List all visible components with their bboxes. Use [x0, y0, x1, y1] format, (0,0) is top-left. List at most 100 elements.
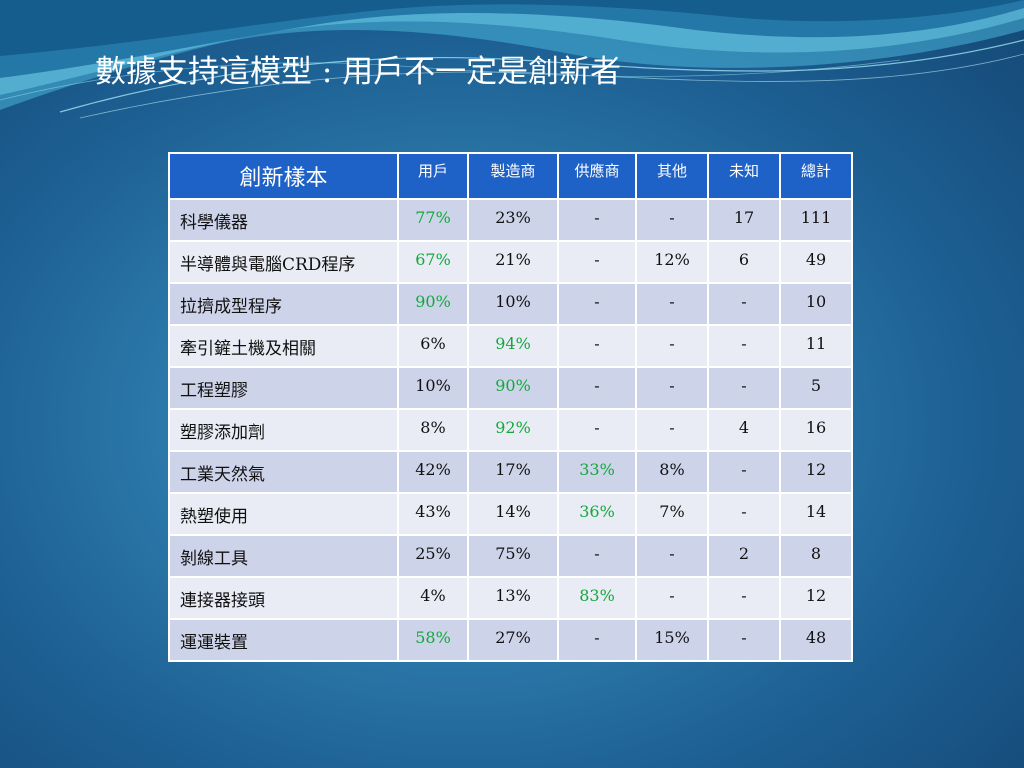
cell-manufacturer: 27%	[467, 618, 559, 662]
cell-unknown: -	[707, 282, 781, 326]
cell-manufacturer: 75%	[467, 534, 559, 578]
cell-total: 11	[779, 324, 853, 368]
table-row: 工業天然氣 42% 17% 33% 8% -12	[168, 450, 853, 494]
table-row: 工程塑膠 10% 90% - - -5	[168, 366, 853, 410]
cell-user: 25%	[397, 534, 469, 578]
cell-total: 49	[779, 240, 853, 284]
cell-unknown: 17	[707, 198, 781, 242]
table-row: 剝線工具 25% 75% - -2 8	[168, 534, 853, 578]
row-label: 運運裝置	[168, 618, 399, 662]
cell-user: 77%	[397, 198, 469, 242]
cell-supplier: -	[557, 366, 637, 410]
cell-other: 7%	[635, 492, 709, 536]
table-row: 半導體與電腦CRD程序 67% 21% -12% 6 49	[168, 240, 853, 284]
cell-manufacturer: 90%	[467, 366, 559, 410]
cell-manufacturer: 94%	[467, 324, 559, 368]
cell-unknown: -	[707, 324, 781, 368]
header-row: 創新樣本 用戶 製造商 供應商 其他 未知 總計	[168, 152, 853, 200]
cell-other: -	[635, 408, 709, 452]
header-innovation-sample: 創新樣本	[168, 152, 399, 200]
decorative-wave	[0, 0, 1024, 119]
cell-user: 43%	[397, 492, 469, 536]
row-label: 半導體與電腦CRD程序	[168, 240, 399, 284]
header-total: 總計	[779, 152, 853, 200]
cell-total: 16	[779, 408, 853, 452]
table-row: 拉擠成型程序 90% 10% - - -10	[168, 282, 853, 326]
row-label: 牽引鏟土機及相關	[168, 324, 399, 368]
cell-other: -	[635, 534, 709, 578]
cell-total: 12	[779, 450, 853, 494]
cell-other: 8%	[635, 450, 709, 494]
table-row: 連接器接頭 4% 13% 83% - -12	[168, 576, 853, 620]
innovation-source-table: 創新樣本 用戶 製造商 供應商 其他 未知 總計 科學儀器 77% 23% - -17 1…	[168, 152, 853, 662]
cell-supplier: -	[557, 408, 637, 452]
cell-user: 10%	[397, 366, 469, 410]
cell-total: 12	[779, 576, 853, 620]
cell-supplier: -	[557, 324, 637, 368]
row-label: 科學儀器	[168, 198, 399, 242]
cell-supplier: -	[557, 198, 637, 242]
table-row: 牽引鏟土機及相關 6% 94% - - -11	[168, 324, 853, 368]
cell-total: 48	[779, 618, 853, 662]
cell-unknown: -	[707, 576, 781, 620]
cell-manufacturer: 23%	[467, 198, 559, 242]
row-label: 塑膠添加劑	[168, 408, 399, 452]
header-manufacturer: 製造商	[467, 152, 559, 200]
cell-supplier: -	[557, 534, 637, 578]
row-label: 連接器接頭	[168, 576, 399, 620]
row-label: 剝線工具	[168, 534, 399, 578]
cell-user: 42%	[397, 450, 469, 494]
cell-unknown: -	[707, 618, 781, 662]
table-body: 科學儀器 77% 23% - -17 111 半導體與電腦CRD程序 67% 21% -12% 6 4…	[168, 198, 853, 662]
cell-manufacturer: 10%	[467, 282, 559, 326]
cell-unknown: 4	[707, 408, 781, 452]
cell-manufacturer: 21%	[467, 240, 559, 284]
innovation-table-container: 創新樣本 用戶 製造商 供應商 其他 未知 總計 科學儀器 77% 23% - -17 1…	[168, 152, 853, 662]
row-label: 拉擠成型程序	[168, 282, 399, 326]
cell-unknown: -	[707, 492, 781, 536]
header-supplier: 供應商	[557, 152, 637, 200]
cell-total: 14	[779, 492, 853, 536]
cell-supplier: -	[557, 282, 637, 326]
cell-unknown: -	[707, 366, 781, 410]
cell-supplier: 36%	[557, 492, 637, 536]
cell-total: 10	[779, 282, 853, 326]
cell-other: 12%	[635, 240, 709, 284]
cell-supplier: -	[557, 240, 637, 284]
cell-supplier: 33%	[557, 450, 637, 494]
row-label: 工程塑膠	[168, 366, 399, 410]
cell-user: 67%	[397, 240, 469, 284]
table-row: 塑膠添加劑 8% 92% - -4 16	[168, 408, 853, 452]
cell-manufacturer: 14%	[467, 492, 559, 536]
cell-user: 4%	[397, 576, 469, 620]
cell-other: -	[635, 576, 709, 620]
header-unknown: 未知	[707, 152, 781, 200]
table-row: 科學儀器 77% 23% - -17 111	[168, 198, 853, 242]
cell-other: 15%	[635, 618, 709, 662]
cell-other: -	[635, 282, 709, 326]
cell-unknown: 6	[707, 240, 781, 284]
cell-other: -	[635, 324, 709, 368]
cell-other: -	[635, 198, 709, 242]
row-label: 工業天然氣	[168, 450, 399, 494]
cell-user: 6%	[397, 324, 469, 368]
cell-manufacturer: 17%	[467, 450, 559, 494]
cell-total: 111	[779, 198, 853, 242]
cell-supplier: 83%	[557, 576, 637, 620]
table-header: 創新樣本 用戶 製造商 供應商 其他 未知 總計	[168, 152, 853, 200]
cell-user: 90%	[397, 282, 469, 326]
cell-manufacturer: 13%	[467, 576, 559, 620]
table-row: 熱塑使用 43% 14% 36% 7% -14	[168, 492, 853, 536]
cell-total: 8	[779, 534, 853, 578]
cell-unknown: 2	[707, 534, 781, 578]
cell-manufacturer: 92%	[467, 408, 559, 452]
cell-unknown: -	[707, 450, 781, 494]
cell-other: -	[635, 366, 709, 410]
cell-user: 8%	[397, 408, 469, 452]
cell-user: 58%	[397, 618, 469, 662]
table-row: 運運裝置 58% 27% -15% -48	[168, 618, 853, 662]
cell-total: 5	[779, 366, 853, 410]
header-other: 其他	[635, 152, 709, 200]
row-label: 熱塑使用	[168, 492, 399, 536]
cell-supplier: -	[557, 618, 637, 662]
